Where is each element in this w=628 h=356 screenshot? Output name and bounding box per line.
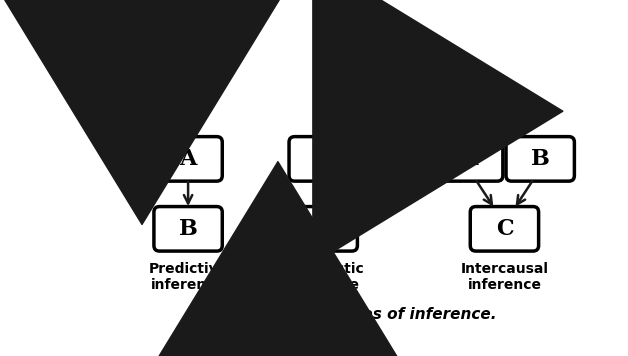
Text: Intercausal
inference: Intercausal inference bbox=[460, 262, 548, 292]
FancyBboxPatch shape bbox=[154, 137, 222, 181]
Text: Diagnostic
inference: Diagnostic inference bbox=[282, 262, 365, 292]
Text: Predictive
inference: Predictive inference bbox=[149, 262, 228, 292]
Text: B: B bbox=[178, 218, 198, 240]
Text: A: A bbox=[460, 148, 477, 170]
FancyBboxPatch shape bbox=[154, 206, 222, 251]
Text: B: B bbox=[531, 148, 550, 170]
Text: A: A bbox=[180, 148, 197, 170]
Text: A: A bbox=[315, 148, 332, 170]
Text: Figure 4: Three types of inference.: Figure 4: Three types of inference. bbox=[197, 307, 496, 322]
FancyBboxPatch shape bbox=[289, 206, 357, 251]
FancyBboxPatch shape bbox=[289, 137, 357, 181]
FancyBboxPatch shape bbox=[470, 206, 539, 251]
FancyBboxPatch shape bbox=[435, 137, 503, 181]
FancyBboxPatch shape bbox=[506, 137, 575, 181]
Text: C: C bbox=[495, 218, 513, 240]
Text: B: B bbox=[314, 218, 333, 240]
